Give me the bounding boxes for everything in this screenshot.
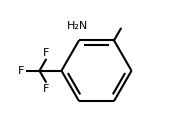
Text: F: F — [43, 48, 50, 58]
Text: F: F — [43, 84, 50, 94]
Text: H₂N: H₂N — [67, 21, 88, 31]
Text: F: F — [18, 66, 24, 76]
